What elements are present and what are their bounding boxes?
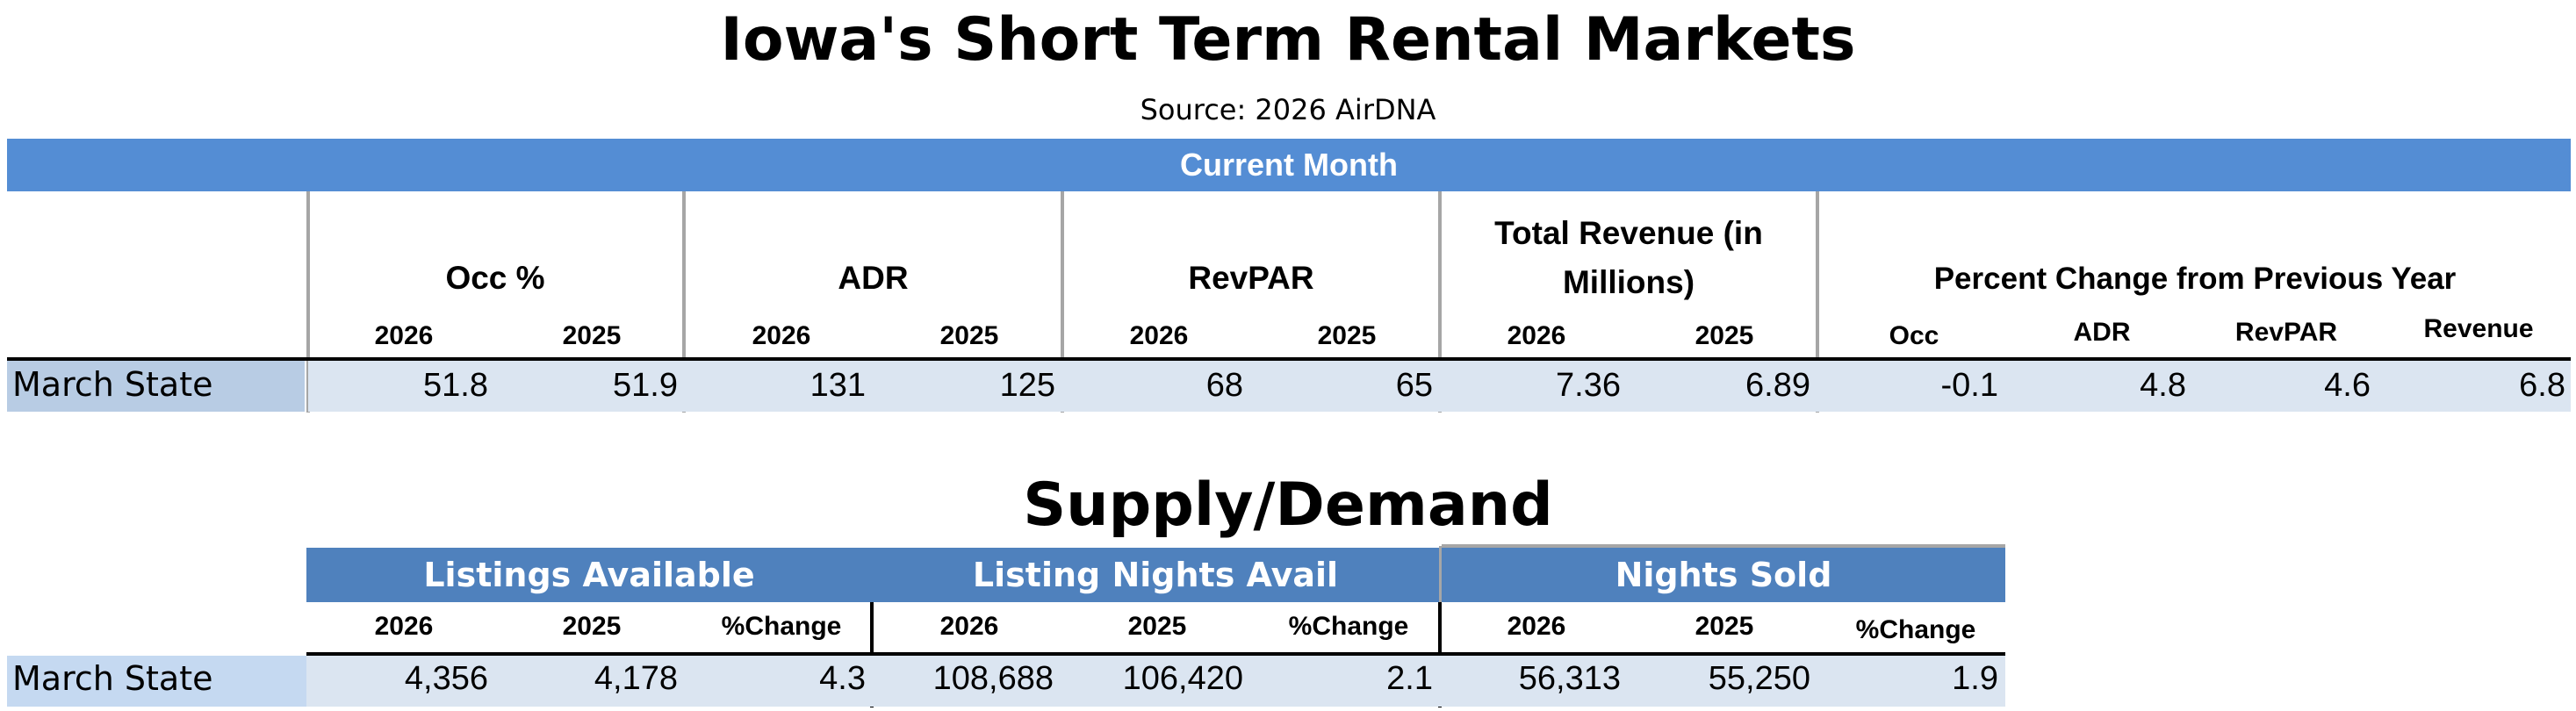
- sd-header-listings: Listings Available: [423, 556, 755, 594]
- col-separator: [1816, 191, 1819, 413]
- header-occ: Occ %: [445, 260, 545, 296]
- source-note: Source: 2026 AirDNA: [1140, 93, 1436, 126]
- row-top-border: [7, 357, 2571, 361]
- pct-col-header: RevPAR: [2234, 318, 2338, 347]
- header-adr: ADR: [838, 260, 909, 296]
- cell-pct-revenue: 6.8: [2519, 367, 2565, 404]
- year-header: 2026: [1507, 321, 1566, 350]
- cell-rev-2025: 6.89: [1745, 367, 1810, 404]
- cell-pct-adr: 4.8: [2140, 367, 2186, 404]
- cell-revpar-2026: 68: [1205, 367, 1243, 404]
- sd-col-header: %Change: [1855, 615, 1976, 644]
- header-total-revenue: Total Revenue (in Millions): [1494, 215, 1763, 300]
- year-header: 2025: [939, 321, 999, 350]
- year-header: 2026: [752, 321, 811, 350]
- header-percent-change: Percent Change from Previous Year: [1933, 262, 2457, 296]
- pct-col-header: ADR: [2073, 318, 2131, 347]
- sd-col-header: 2026: [374, 612, 434, 641]
- cell-adr-2026: 131: [809, 367, 866, 404]
- cell-adr-2025: 125: [999, 367, 1055, 404]
- sd-col-header: 2025: [1127, 612, 1187, 641]
- cell-rev-2026: 7.36: [1556, 367, 1621, 404]
- cell-pct-occ: -0.1: [1940, 367, 1998, 404]
- sd-col-header: 2026: [939, 612, 999, 641]
- sd-cell-listings-2025: 4,178: [594, 660, 678, 697]
- sd-cell-nights-avail-2026: 108,688: [932, 660, 1054, 697]
- pct-col-header: Occ: [1889, 321, 1939, 350]
- cell-occ-2026: 51.8: [423, 367, 488, 404]
- row-label-cell: [7, 361, 305, 412]
- cell-occ-2025: 51.9: [613, 367, 678, 404]
- sd-col-header: 2025: [1695, 612, 1754, 641]
- sd-row-data-cell: [306, 656, 2005, 707]
- sd-cell-nights-avail-2025: 106,420: [1122, 660, 1243, 697]
- sd-row-label: March State: [12, 659, 213, 698]
- current-month-banner: Current Month: [7, 139, 2571, 191]
- sd-header-divider: [1439, 546, 1442, 604]
- sd-cell-listings-change: 4.3: [819, 660, 866, 697]
- row-data-cell: [308, 361, 2571, 412]
- sd-col-header: 2026: [1507, 612, 1566, 641]
- year-header: 2026: [1129, 321, 1189, 350]
- sd-col-header: %Change: [1288, 612, 1409, 641]
- pct-col-header: Revenue: [2423, 314, 2534, 343]
- supply-demand-title: Supply/Demand: [1023, 470, 1553, 540]
- col-separator: [1061, 191, 1064, 413]
- year-header: 2025: [562, 321, 622, 350]
- sd-row-label-cell: [7, 656, 306, 707]
- page-title: Iowa's Short Term Rental Markets: [720, 5, 1856, 75]
- sd-cell-listings-2026: 4,356: [404, 660, 488, 697]
- sd-cell-nights-sold-2025: 55,250: [1708, 660, 1810, 697]
- year-header: 2026: [374, 321, 434, 350]
- sd-header-band: [306, 548, 1439, 602]
- year-header: 2025: [1317, 321, 1377, 350]
- sd-header-nights-sold: Nights Sold: [1615, 556, 1832, 594]
- sd-cell-nights-avail-change: 2.1: [1386, 660, 1433, 697]
- cell-revpar-2025: 65: [1395, 367, 1433, 404]
- sd-cell-nights-sold-2026: 56,313: [1518, 660, 1621, 697]
- sd-col-header: %Change: [721, 612, 842, 641]
- row-label: March State: [12, 365, 213, 404]
- col-separator: [306, 191, 310, 413]
- col-separator: [1438, 191, 1442, 413]
- sd-header-top-border: [1442, 544, 2005, 548]
- sd-row-top-border: [306, 652, 2005, 656]
- sd-col-header: 2025: [562, 612, 622, 641]
- cell-pct-revpar: 4.6: [2324, 367, 2371, 404]
- year-header: 2025: [1695, 321, 1754, 350]
- sd-cell-nights-sold-change: 1.9: [1952, 660, 1998, 697]
- sd-header-band: [1442, 548, 2005, 602]
- col-separator: [682, 191, 686, 413]
- header-revpar: RevPAR: [1188, 260, 1314, 296]
- sd-header-nights-avail: Listing Nights Avail: [972, 556, 1339, 594]
